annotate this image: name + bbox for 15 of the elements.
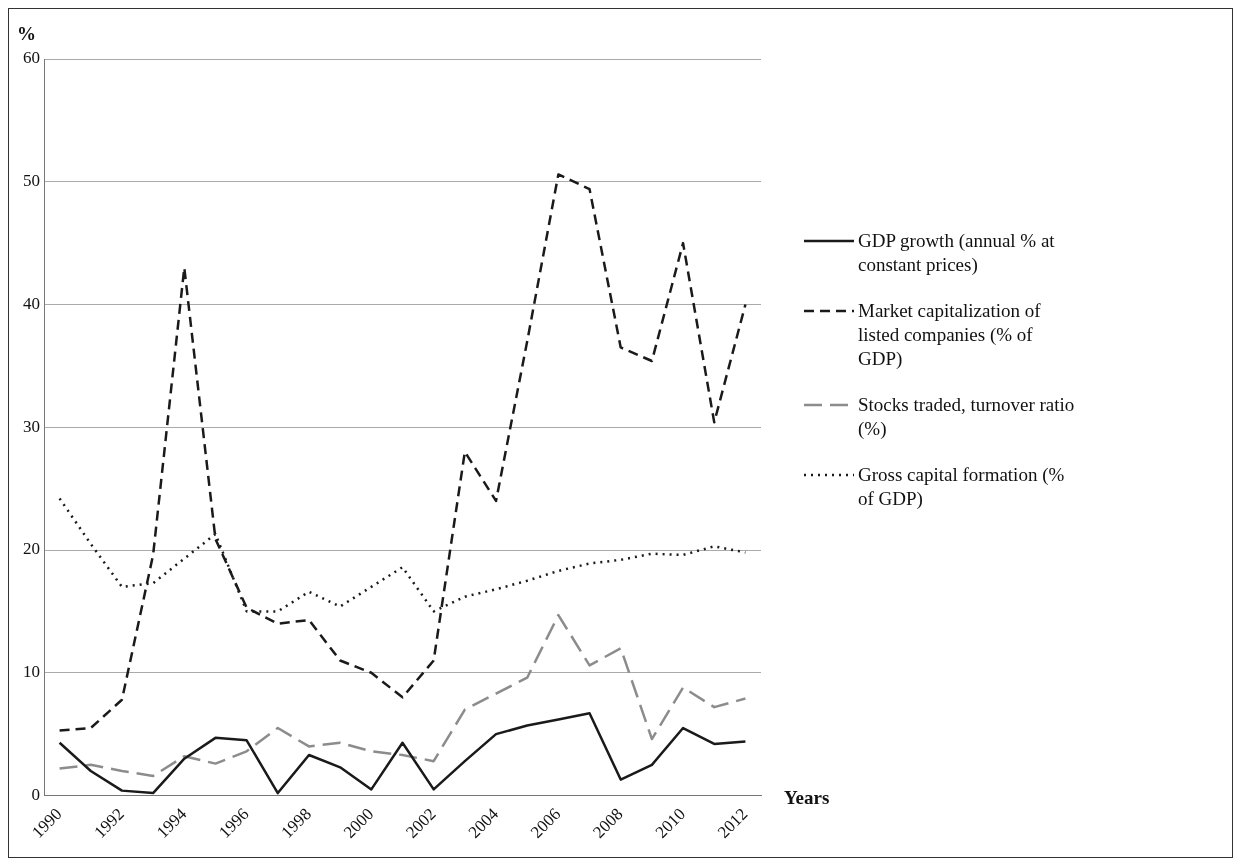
y-axis-title: % <box>17 23 36 45</box>
legend-label: GDP growth (annual % at constant prices) <box>858 229 1056 277</box>
y-tick-label: 50 <box>23 171 40 191</box>
y-tick-label: 10 <box>23 662 40 682</box>
y-tick-label: 20 <box>23 539 40 559</box>
legend-label: Market capitalization of listed companies (% of GDP) <box>858 299 1042 371</box>
y-tick-label: 40 <box>23 293 40 313</box>
y-tick-label: 30 <box>23 416 40 436</box>
legend-label: Stocks traded, turnover ratio (%) <box>858 393 1076 441</box>
legend-label: Gross capital formation (% of GDP) <box>858 463 1066 511</box>
line-series <box>58 613 747 778</box>
y-tick-label: 60 <box>23 48 40 68</box>
y-tick-label: 0 <box>31 785 40 804</box>
line-series <box>58 173 747 732</box>
x-axis-title: Years <box>784 787 830 809</box>
